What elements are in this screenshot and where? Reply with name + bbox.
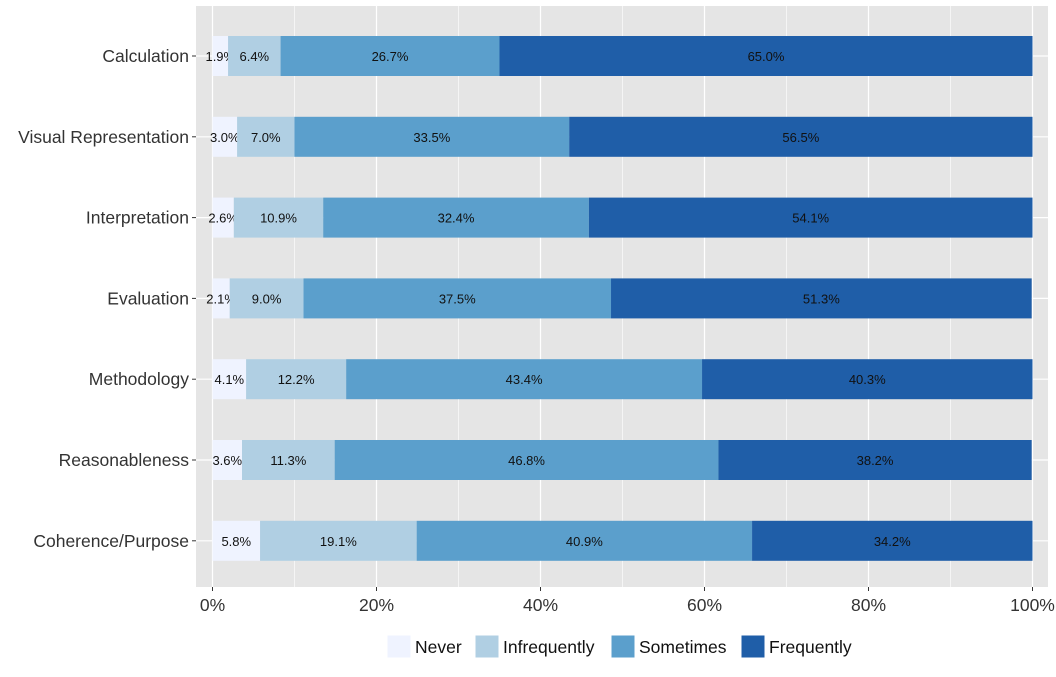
data-label: 10.9% — [260, 211, 297, 226]
bar-infrequently — [233, 197, 324, 238]
bar-frequently — [569, 116, 1033, 157]
data-label: 1.9% — [205, 49, 235, 64]
x-tick-label: 80% — [851, 595, 886, 615]
bar-frequently — [702, 359, 1033, 400]
data-label: 56.5% — [782, 130, 819, 145]
x-tick-label: 0% — [200, 595, 225, 615]
data-label: 2.1% — [206, 291, 236, 306]
bar-never — [212, 36, 229, 76]
legend-key-sometimes — [610, 634, 636, 659]
bar-sometimes — [334, 440, 719, 480]
legend-label-frequently: Frequently — [769, 637, 852, 657]
bar-frequently — [588, 197, 1033, 238]
data-label: 34.2% — [874, 534, 911, 549]
bar-infrequently — [242, 440, 335, 480]
bar-sometimes — [416, 520, 753, 561]
data-label: 3.0% — [210, 130, 240, 145]
bar-sometimes — [280, 36, 500, 76]
bar-frequently — [611, 278, 1032, 319]
y-axis: Calculation Visual Representation Interpre… — [18, 46, 196, 551]
data-label: 43.4% — [506, 372, 543, 387]
data-label: 9.0% — [252, 291, 282, 306]
data-label: 38.2% — [857, 453, 894, 468]
data-label: 46.8% — [508, 453, 545, 468]
bar-infrequently — [229, 278, 304, 319]
bar-sometimes — [323, 197, 589, 238]
bar-sometimes — [294, 116, 570, 157]
bar-infrequently — [260, 520, 417, 561]
data-label: 5.8% — [221, 534, 251, 549]
x-tick-label: 60% — [687, 595, 722, 615]
data-label: 7.0% — [251, 130, 281, 145]
bar-infrequently — [246, 359, 347, 400]
data-label: 12.2% — [278, 372, 315, 387]
y-tick-label: Interpretation — [86, 208, 189, 228]
legend: Never Infrequently Sometimes Frequently — [386, 634, 852, 659]
legend-key-never — [386, 634, 412, 659]
legend-label-sometimes: Sometimes — [639, 637, 727, 657]
bar-infrequently — [228, 36, 281, 76]
legend-key-frequently — [740, 634, 766, 659]
data-label: 11.3% — [270, 453, 306, 468]
bar-never — [212, 440, 243, 480]
bar-never — [212, 278, 230, 319]
data-label: 40.9% — [566, 534, 603, 549]
data-label: 32.4% — [438, 211, 475, 226]
bar-frequently — [499, 36, 1033, 76]
bar-never — [212, 116, 238, 157]
y-tick-label: Visual Representation — [18, 127, 189, 147]
data-label: 26.7% — [372, 49, 409, 64]
y-tick-label: Reasonableness — [59, 450, 190, 470]
x-tick-label: 40% — [523, 595, 558, 615]
data-label: 33.5% — [413, 130, 450, 145]
data-label: 6.4% — [239, 49, 269, 64]
data-label: 51.3% — [803, 291, 840, 306]
y-tick-label: Calculation — [102, 46, 189, 66]
legend-label-infrequently: Infrequently — [503, 637, 595, 657]
bar-sometimes — [346, 359, 703, 400]
bar-frequently — [718, 440, 1032, 480]
legend-label-never: Never — [415, 637, 462, 657]
data-label: 19.1% — [320, 534, 357, 549]
bar-infrequently — [237, 116, 295, 157]
data-label: 40.3% — [849, 372, 886, 387]
x-axis: 0% 20% 40% 60% 80% 100% — [200, 587, 1055, 615]
bar-sometimes — [303, 278, 612, 319]
data-label: 65.0% — [748, 49, 785, 64]
legend-key-infrequently — [474, 634, 500, 659]
bar-never — [212, 520, 261, 561]
y-tick-label: Coherence/Purpose — [33, 531, 189, 551]
data-label: 54.1% — [792, 211, 829, 226]
bars: 1.9% 6.4% 26.7% 65.0% 3.0% 7.0% 33.5% 56.5% 2.6%… — [205, 36, 1033, 561]
data-label: 2.6% — [208, 211, 238, 226]
y-tick-label: Evaluation — [107, 288, 189, 308]
data-label: 37.5% — [439, 291, 476, 306]
data-label: 3.6% — [212, 453, 242, 468]
bar-never — [212, 359, 247, 400]
y-tick-label: Methodology — [89, 369, 189, 389]
x-tick-label: 100% — [1010, 595, 1055, 615]
x-tick-label: 20% — [359, 595, 394, 615]
data-label: 4.1% — [214, 372, 244, 387]
bar-never — [212, 197, 234, 238]
bar-frequently — [752, 520, 1033, 561]
